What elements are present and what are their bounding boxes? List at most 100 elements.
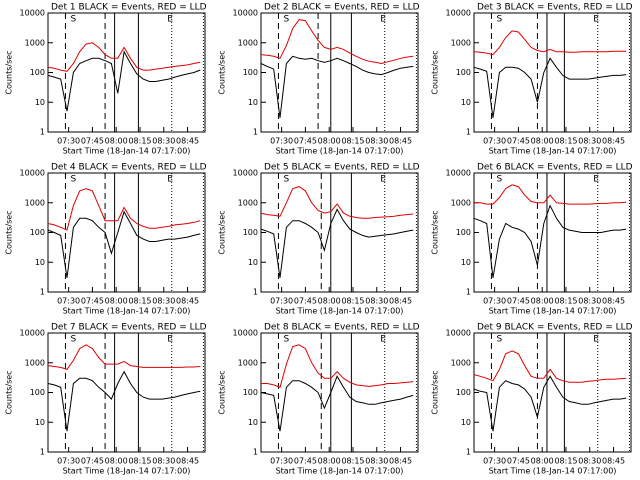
x-tick-label: 08:30 [365, 457, 388, 466]
y-tick-label: 100 [243, 228, 258, 237]
y-tick-label: 100 [243, 388, 258, 397]
x-axis-label: Start Time (18-Jan-14 07:17:00) [276, 147, 404, 156]
x-tick-label: 08:45 [176, 297, 199, 306]
x-tick-label: 07:30 [57, 137, 80, 146]
series-line [47, 188, 201, 231]
y-tick-label: 100 [30, 228, 45, 237]
annotation: E [167, 175, 173, 185]
x-axis-label: Start Time (18-Jan-14 07:17:00) [276, 307, 404, 316]
y-tick-label: 10000 [446, 169, 471, 178]
y-tick-label: 10 [248, 98, 258, 107]
x-axis-label: Start Time (18-Jan-14 07:17:00) [276, 467, 404, 476]
x-tick-label: 08:15 [554, 457, 577, 466]
series-line [260, 55, 414, 118]
y-tick-label: 10 [248, 418, 258, 427]
x-tick-label: 08:15 [341, 457, 364, 466]
series-line [47, 370, 201, 432]
x-tick-label: 08:00 [531, 297, 554, 306]
x-tick-label: 08:00 [531, 137, 554, 146]
y-axis-label: Counts/sec [431, 50, 440, 94]
y-tick-label: 1000 [25, 198, 45, 207]
chart-title: Det 9 BLACK = Events, RED = LLD [477, 323, 633, 333]
x-tick-label: 08:15 [128, 137, 151, 146]
y-tick-label: 10000 [446, 329, 471, 338]
y-tick-label: 10000 [20, 169, 45, 178]
annotation: S [71, 175, 77, 185]
annotation: S [497, 335, 503, 345]
y-tick-label: 10000 [20, 329, 45, 338]
annotation: S [497, 15, 503, 25]
x-tick-label: 08:30 [152, 457, 175, 466]
x-tick-label: 08:00 [105, 457, 128, 466]
y-tick-label: 1000 [238, 38, 258, 47]
y-tick-label: 10 [461, 258, 471, 267]
series-line [47, 42, 201, 72]
x-tick-label: 07:30 [57, 297, 80, 306]
series-line [47, 344, 201, 370]
annotation: E [167, 335, 173, 345]
annotation: S [71, 15, 77, 25]
x-axis-label: Start Time (18-Jan-14 07:17:00) [63, 147, 191, 156]
x-tick-label: 08:00 [318, 297, 341, 306]
plot-frame [260, 172, 419, 293]
x-tick-label: 07:30 [483, 457, 506, 466]
x-tick-label: 08:30 [365, 297, 388, 306]
annotation: E [593, 175, 599, 185]
x-tick-label: 08:00 [531, 457, 554, 466]
y-tick-label: 1 [40, 288, 45, 297]
y-axis-label: Counts/sec [431, 210, 440, 254]
x-axis-label: Start Time (18-Jan-14 07:17:00) [489, 307, 617, 316]
chart-title: Det 3 BLACK = Events, RED = LLD [477, 3, 633, 13]
x-tick-label: 08:45 [602, 137, 625, 146]
y-tick-label: 10 [248, 258, 258, 267]
series-line [473, 204, 627, 278]
plot-frame [47, 332, 206, 453]
annotation: E [380, 15, 386, 25]
x-axis-label: Start Time (18-Jan-14 07:17:00) [63, 307, 191, 316]
x-tick-label: 07:30 [57, 457, 80, 466]
y-tick-label: 1 [466, 128, 471, 137]
y-tick-label: 1 [466, 448, 471, 457]
x-tick-label: 07:45 [294, 297, 317, 306]
annotation: S [284, 335, 290, 345]
annotation: E [167, 15, 173, 25]
annotation: E [380, 335, 386, 345]
series-line [47, 210, 201, 278]
annotation: S [284, 15, 290, 25]
chart-title: Det 2 BLACK = Events, RED = LLD [264, 3, 420, 13]
y-tick-label: 10000 [233, 329, 258, 338]
plot-frame [473, 172, 632, 293]
chart-title: Det 6 BLACK = Events, RED = LLD [477, 163, 633, 173]
y-axis-label: Counts/sec [218, 50, 227, 94]
y-tick-label: 1000 [25, 358, 45, 367]
x-tick-label: 08:30 [152, 137, 175, 146]
annotation: S [71, 335, 77, 345]
y-tick-label: 1 [253, 448, 258, 457]
y-tick-label: 10 [35, 258, 45, 267]
series-line [260, 375, 414, 432]
x-tick-label: 08:45 [389, 297, 412, 306]
y-axis-label: Counts/sec [218, 370, 227, 414]
annotation: S [497, 175, 503, 185]
y-tick-label: 100 [456, 68, 471, 77]
plot-frame [473, 12, 632, 133]
y-tick-label: 1 [253, 288, 258, 297]
series-line [473, 57, 627, 118]
x-tick-label: 07:30 [270, 457, 293, 466]
x-tick-label: 08:15 [341, 297, 364, 306]
y-tick-label: 1 [466, 288, 471, 297]
y-tick-label: 10 [461, 418, 471, 427]
series-line [47, 50, 201, 112]
plot-frame [473, 332, 632, 453]
x-tick-label: 08:15 [128, 457, 151, 466]
y-tick-label: 1000 [451, 38, 471, 47]
x-tick-label: 08:45 [602, 297, 625, 306]
series-line [260, 186, 414, 219]
series-line [261, 344, 414, 388]
x-tick-label: 07:45 [294, 137, 317, 146]
y-tick-label: 100 [30, 68, 45, 77]
y-axis-label: Counts/sec [5, 370, 14, 414]
y-axis-label: Counts/sec [5, 50, 14, 94]
plot-frame [47, 12, 206, 133]
x-tick-label: 07:30 [483, 297, 506, 306]
